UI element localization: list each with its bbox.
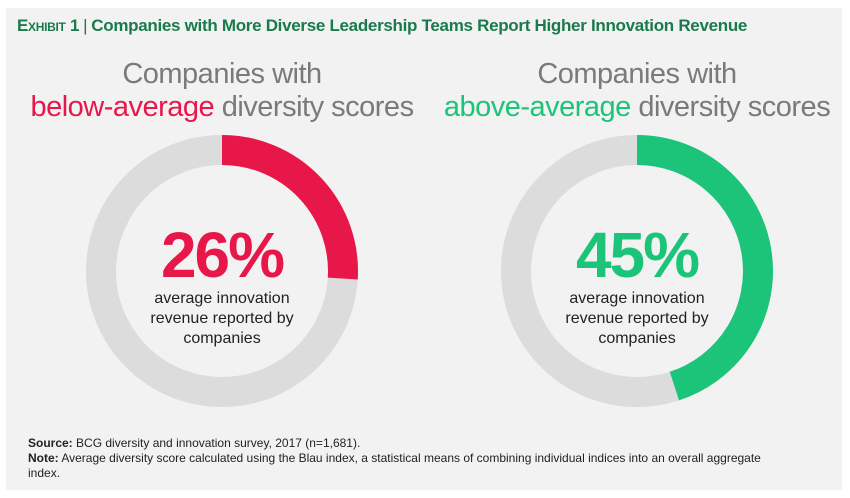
left-description: average innovation revenue reported by c…: [150, 290, 294, 347]
right-donut-chart: [501, 135, 773, 407]
donut-value-slice-1: [636, 135, 773, 401]
exhibit-title: Exhibit 1 | Companies with More Diverse Le…: [17, 16, 747, 36]
title-divider: |: [83, 16, 88, 35]
left-heading-highlight: below-average: [30, 91, 215, 123]
donut-value-slice-0: [221, 135, 358, 280]
left-heading-rest: diversity scores: [221, 91, 414, 123]
right-heading-highlight: above-average: [443, 91, 631, 123]
left-donut-chart: [86, 135, 358, 407]
left-heading-line1: Companies with: [122, 58, 322, 90]
chart-panel: [6, 8, 842, 490]
footnote: Note: Average diversity score calculated…: [28, 451, 761, 480]
right-value-label: 45%: [575, 219, 700, 291]
title-text: Companies with More Diverse Leadership T…: [91, 16, 748, 35]
right-description: average innovation revenue reported by c…: [565, 290, 709, 347]
right-heading: Companies with above-average diversity s…: [437, 58, 837, 124]
source-note: Source: BCG diversity and innovation sur…: [28, 436, 361, 450]
left-value-label: 26%: [160, 219, 285, 291]
right-heading-rest: diversity scores: [638, 91, 831, 123]
right-heading-line1: Companies with: [537, 58, 737, 90]
exhibit-label: Exhibit 1: [17, 16, 80, 35]
left-heading: Companies with below-average diversity s…: [22, 58, 422, 124]
